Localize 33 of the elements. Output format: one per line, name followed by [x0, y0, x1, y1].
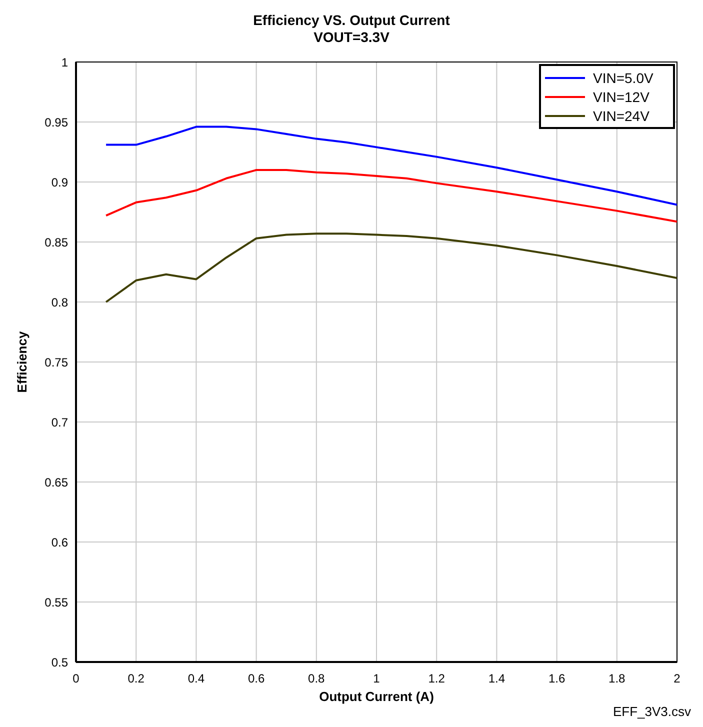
y-tick-label: 0.8 [51, 295, 68, 310]
chart-subtitle: VOUT=3.3V [312, 29, 390, 46]
y-tick-label: 0.95 [44, 115, 68, 130]
x-tick-label: 0.8 [308, 672, 326, 686]
y-tick-label: 0.65 [44, 475, 68, 490]
legend-label: VIN=5.0V [593, 70, 654, 86]
y-tick-label: 0.75 [44, 355, 68, 370]
x-axis-title: Output Current (A) [319, 689, 434, 704]
y-tick-label: 0.7 [51, 415, 68, 430]
chart-title: Efficiency VS. Output Current [252, 12, 451, 29]
y-axis-title: Efficiency [14, 330, 30, 393]
legend-label: VIN=24V [593, 108, 650, 124]
line-series [105, 232, 677, 303]
x-tick-label: 1.4 [488, 672, 506, 686]
x-tick-label: 1.6 [548, 672, 566, 686]
x-tick-label: 0.6 [248, 672, 265, 686]
x-tick-label: 1.2 [428, 672, 446, 686]
x-tick-label: 1 [373, 672, 380, 686]
x-tick-label: 0.4 [188, 672, 205, 686]
text: EFF_3V3.csv [612, 704, 691, 719]
legend-label: VIN=12V [593, 88, 650, 104]
y-tick-label: 0.5 [51, 655, 68, 670]
y-tick-label: 0.9 [51, 175, 68, 190]
x-tick-label: 1.8 [608, 672, 626, 686]
x-tick-label: 2 [674, 672, 681, 686]
y-tick-label: 0.85 [44, 235, 68, 250]
x-tick-label: 0.2 [128, 672, 145, 686]
line-series [105, 126, 677, 206]
y-tick-label: 0.55 [44, 595, 68, 610]
y-tick-label: 0.6 [51, 535, 68, 550]
line-series [105, 169, 677, 223]
x-tick-label: 0 [72, 672, 80, 686]
y-tick-label: 1 [61, 55, 68, 70]
